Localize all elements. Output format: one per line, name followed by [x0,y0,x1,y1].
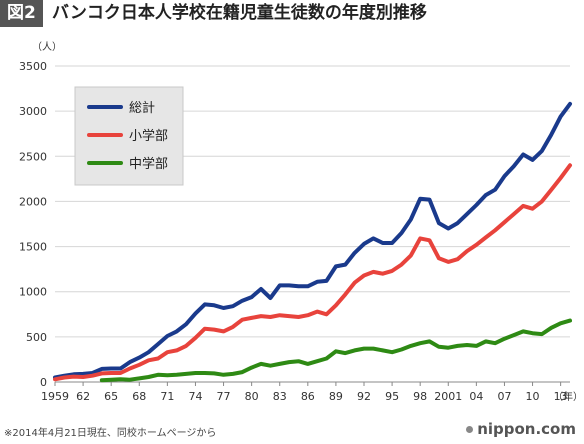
y-tick-label: 1500 [19,241,47,254]
y-axis-label: （人） [32,41,62,53]
series-line-中学部 [99,318,572,383]
x-tick-label: 62 [76,390,90,403]
x-axis-label: （年） [553,390,583,403]
legend-entry: 小学部 [129,128,168,144]
x-tick-label: 71 [160,390,174,403]
figure-label: 図2 [0,0,43,27]
brand-dot-icon [466,426,474,433]
title-row: 図2 バンコク日本人学校在籍児童生徒数の年度別推移 [0,0,584,27]
x-tick-label: 2001 [434,390,462,403]
x-tick-label: 04 [469,390,483,403]
x-tick-label: 83 [273,390,287,403]
x-tick-label: 89 [329,390,343,403]
x-tick-label: 92 [357,390,371,403]
x-tick-label: 80 [245,390,259,403]
y-tick-label: 2500 [19,150,47,163]
x-tick-label: 95 [385,390,399,403]
series-lines [53,101,572,383]
x-tick-label: 77 [217,390,231,403]
x-tick-label: 10 [526,390,540,403]
legend-entry: 総計 [129,100,155,116]
x-tick-label: 98 [413,390,427,403]
brand-logo: nippon.com [466,420,576,438]
line-chart: 0 500 1000 1500 2000 2500 3000 3500 （人） 1959 62 65 6… [19,41,583,403]
y-tick-label: 2000 [19,195,47,208]
x-tick-label: 86 [301,390,315,403]
x-tick-label: 07 [497,390,511,403]
chart-title: バンコク日本人学校在籍児童生徒数の年度別推移 [52,3,427,23]
y-tick-label: 3000 [19,105,47,118]
axes: 0 500 1000 1500 2000 2500 3000 3500 （人） 1959 62 65 6… [19,41,583,403]
x-tick-label: 65 [104,390,118,403]
y-tick-label: 1000 [19,286,47,299]
series-line-総計 [53,101,572,380]
legend-entry: 中学部 [129,156,168,172]
brand-text: nippon.com [477,420,576,438]
footnote: ※2014年4月21日現在、同校ホームページから [4,428,217,439]
x-tick-label: 1959 [41,390,69,403]
y-tick-label: 3500 [19,60,47,73]
x-tick-label: 13 [554,390,568,403]
y-tick-label: 500 [26,331,47,344]
x-tick-label: 74 [188,390,202,403]
y-tick-label: 0 [40,376,47,389]
x-tick-label: 68 [132,390,146,403]
series-line-小学部 [53,163,572,382]
